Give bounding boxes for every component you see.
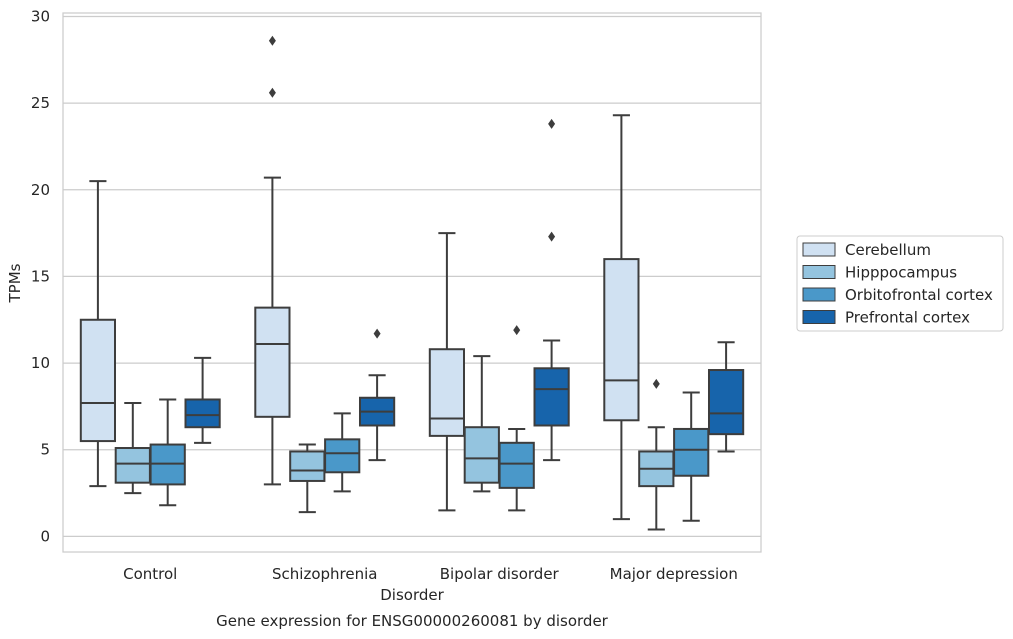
- x-tick-label: Schizophrenia: [272, 565, 377, 583]
- box-iqr: [184, 398, 221, 429]
- box-iqr: [603, 258, 640, 422]
- legend-swatch: [802, 287, 836, 302]
- legend-label: Prefrontal cortex: [845, 309, 970, 327]
- x-tick-label: Control: [123, 565, 177, 583]
- box-cerebellum: [428, 232, 466, 512]
- box-hipppocampus: [289, 443, 326, 514]
- x-axis-title: Disorder: [380, 586, 444, 604]
- legend-label: Hipppocampus: [845, 264, 957, 282]
- x-tick-label: Bipolar disorder: [440, 565, 560, 583]
- outlier-point: [513, 325, 521, 336]
- box-iqr: [707, 369, 745, 436]
- y-axis-title: TPMs: [6, 263, 24, 303]
- box-iqr: [428, 348, 466, 437]
- box-cerebellum: [603, 114, 640, 521]
- chart-title: Gene expression for ENSG00000260081 by d…: [216, 612, 609, 630]
- box-hipppocampus: [463, 355, 500, 493]
- box-iqr: [324, 438, 361, 474]
- outlier-point: [268, 35, 276, 46]
- outlier-point: [548, 231, 556, 242]
- legend-swatch: [802, 242, 836, 257]
- outlier-point: [268, 87, 276, 98]
- box-cerebellum: [254, 35, 291, 486]
- box-iqr: [289, 450, 326, 482]
- y-tick-label: 5: [40, 441, 50, 459]
- box-iqr: [533, 367, 570, 427]
- box-iqr: [673, 427, 710, 477]
- legend-swatch: [802, 310, 836, 324]
- box-orbitofrontal-cortex: [324, 412, 361, 493]
- legend-frame: [796, 235, 1004, 332]
- outlier-point: [373, 328, 381, 339]
- x-axis-ticks: Control Schizophrenia Bipolar disorder Majo…: [123, 565, 738, 583]
- box-marks: [79, 35, 745, 531]
- box-orbitofrontal-cortex: [673, 391, 710, 522]
- legend: Cerebellum Hipppocampus Orbitofrontal cort…: [796, 235, 1004, 332]
- box-cerebellum: [79, 180, 117, 488]
- y-axis-ticks: 0 5 10 15 20 25 30: [31, 7, 50, 545]
- legend-swatch: [802, 265, 836, 279]
- box-iqr: [463, 426, 500, 484]
- y-tick-label: 25: [31, 94, 50, 112]
- y-tick-label: 30: [31, 7, 50, 25]
- box-prefrontal-cortex: [533, 118, 570, 462]
- y-tick-label: 20: [31, 181, 50, 199]
- box-prefrontal-cortex: [184, 356, 221, 444]
- outlier-point: [548, 118, 556, 129]
- box-iqr: [114, 447, 151, 484]
- legend-label: Cerebellum: [845, 241, 931, 259]
- box-orbitofrontal-cortex: [149, 398, 186, 507]
- legend-label: Orbitofrontal cortex: [845, 286, 993, 304]
- box-iqr: [498, 441, 535, 489]
- y-tick-label: 15: [31, 267, 50, 285]
- plot-area-frame: [62, 12, 762, 553]
- box-prefrontal-cortex: [707, 341, 745, 453]
- box-iqr: [254, 306, 291, 418]
- x-tick-label: Major depression: [610, 565, 738, 583]
- box-prefrontal-cortex: [358, 328, 396, 462]
- box-hipppocampus: [114, 401, 151, 495]
- y-tick-label: 10: [31, 354, 50, 372]
- box-orbitofrontal-cortex: [498, 325, 535, 512]
- outlier-point: [652, 378, 660, 389]
- y-tick-label: 0: [40, 527, 50, 545]
- box-iqr: [79, 318, 117, 443]
